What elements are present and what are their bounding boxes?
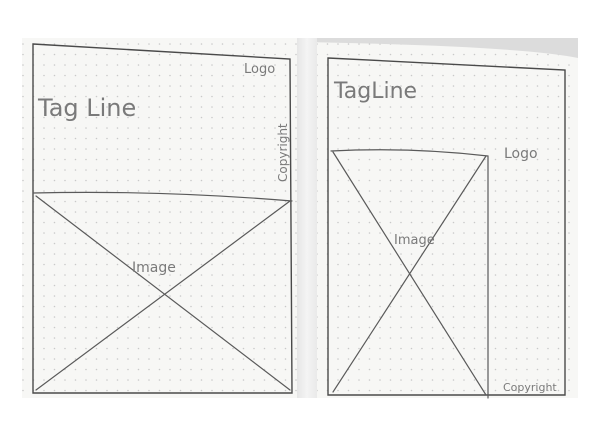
right-frame bbox=[327, 57, 566, 396]
left-image-cross-a bbox=[35, 195, 291, 391]
left-image-top-edge bbox=[32, 191, 293, 202]
right-image-box bbox=[330, 149, 489, 399]
left-logo-label: Logo bbox=[244, 62, 275, 77]
right-image-label: Image bbox=[394, 233, 435, 248]
wireframe-left: Logo Tag Line Copyright Image bbox=[32, 43, 293, 394]
right-copyright-label: Copyright bbox=[503, 381, 557, 394]
right-logo-label: Logo bbox=[504, 146, 538, 162]
left-tagline-label: Tag Line bbox=[37, 94, 136, 122]
page-curl bbox=[300, 38, 578, 58]
left-image-label: Image bbox=[132, 260, 176, 276]
spine-fold bbox=[297, 38, 317, 398]
right-image-cross-b bbox=[332, 155, 487, 393]
left-frame bbox=[32, 43, 293, 394]
wireframe-right: TagLine Logo Image Copyright bbox=[327, 57, 566, 399]
left-copyright-label: Copyright bbox=[276, 123, 290, 182]
left-image-cross-b bbox=[35, 200, 291, 391]
right-tagline-label: TagLine bbox=[333, 79, 417, 104]
